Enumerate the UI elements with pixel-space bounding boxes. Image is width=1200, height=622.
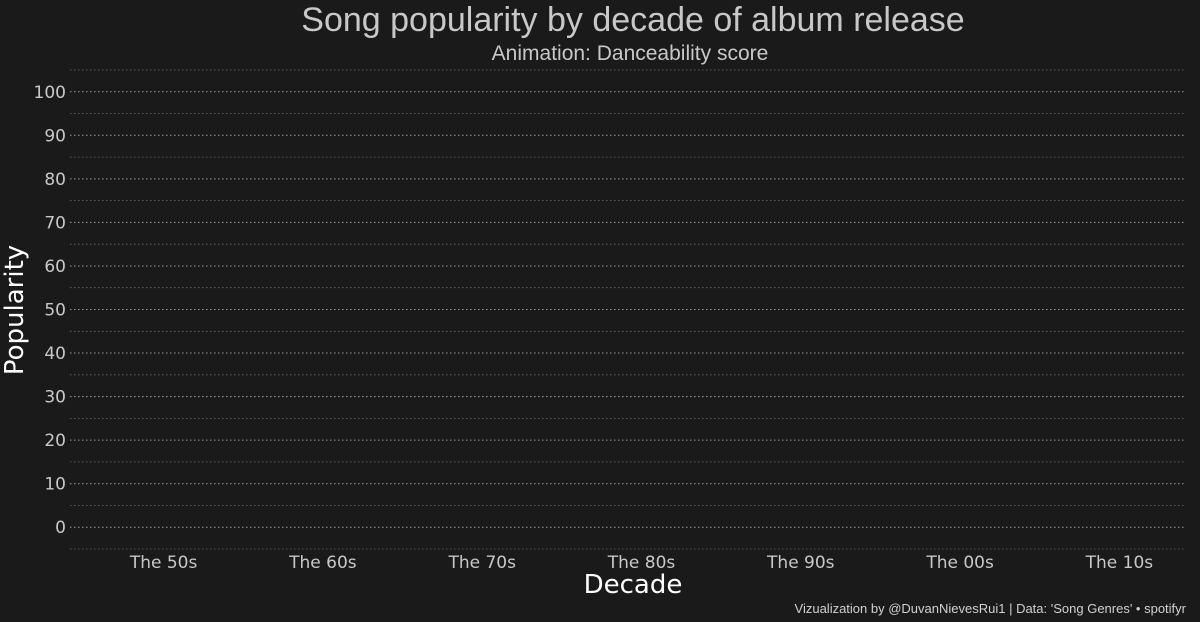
- x-tick-label: The 60s: [288, 553, 357, 573]
- x-tick-label: The 70s: [447, 553, 516, 573]
- y-tick-label: 0: [55, 518, 66, 538]
- chart-title: Song popularity by decade of album relea…: [301, 1, 964, 39]
- x-axis-title: Decade: [584, 570, 683, 600]
- y-tick-label: 40: [44, 344, 66, 364]
- y-tick-label: 100: [34, 83, 66, 103]
- y-tick-label: 30: [44, 388, 66, 408]
- y-axis-title: Popularity: [0, 245, 30, 375]
- x-tick-label: The 80s: [607, 553, 676, 573]
- y-tick-label: 70: [44, 213, 66, 233]
- y-tick-label: 20: [44, 431, 66, 451]
- y-tick-label: 10: [44, 475, 66, 495]
- y-tick-label: 50: [44, 301, 66, 321]
- x-tick-label: The 00s: [925, 553, 994, 573]
- y-tick-labels: 0 10 20 30 40 50 60 70 80 90 100: [34, 83, 66, 538]
- x-tick-label: The 50s: [129, 553, 198, 573]
- chart-subtitle: Animation: Danceability score: [492, 42, 769, 65]
- x-tick-labels: The 50s The 60s The 70s The 80s The 90s The 0…: [129, 553, 1153, 573]
- chart-caption: Vizualization by @DuvanNievesRui1 | Data…: [795, 601, 1187, 616]
- y-tick-label: 90: [44, 126, 66, 146]
- grid-lines: [70, 69, 1185, 550]
- x-tick-label: The 10s: [1085, 553, 1154, 573]
- y-tick-label: 80: [44, 170, 66, 190]
- y-tick-label: 60: [44, 257, 66, 277]
- x-tick-label: The 90s: [766, 553, 835, 573]
